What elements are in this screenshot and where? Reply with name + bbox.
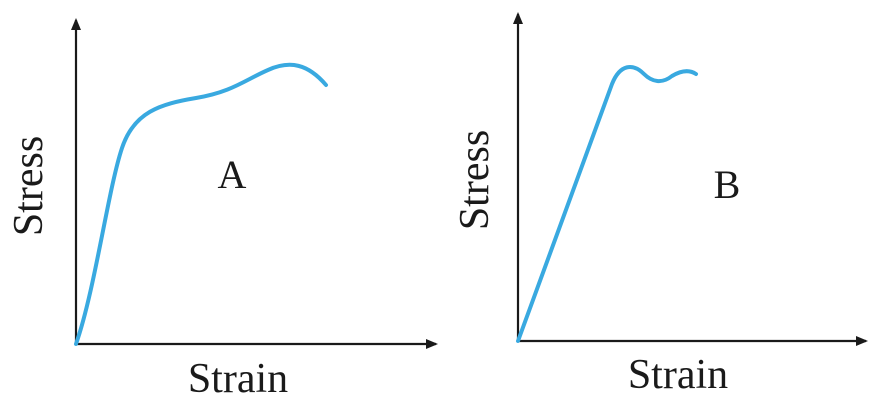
- panel-a-xlabel: Strain: [188, 356, 288, 397]
- panel-b: B Stress Strain: [452, 12, 868, 397]
- panel-a-ylabel: Stress: [6, 136, 52, 236]
- panel-a-curve: [74, 62, 328, 346]
- panel-b-curve: [516, 65, 698, 343]
- panel-a-label: A: [218, 152, 247, 197]
- panel-b-xlabel: Strain: [628, 352, 728, 397]
- panel-b-label: B: [714, 162, 741, 207]
- panel-a: A Stress Strain: [6, 18, 438, 397]
- panel-b-ylabel: Stress: [452, 130, 498, 230]
